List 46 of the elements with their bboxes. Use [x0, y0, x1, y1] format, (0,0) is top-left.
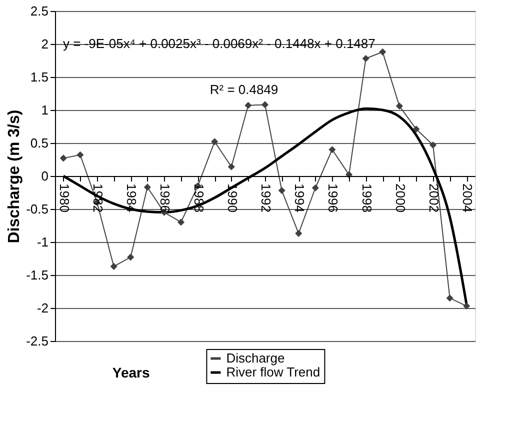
y-tick-label: 2 [41, 36, 48, 52]
y-tick-label: 1.5 [30, 70, 48, 84]
x-tick-label: 1994 [292, 184, 308, 212]
x-tick-label: 2002 [426, 184, 442, 212]
x-tick-label: 2004 [460, 184, 476, 212]
x-tick-label: 2000 [392, 184, 408, 212]
x-axis-title: Years [112, 364, 150, 380]
annotation: R² = 0.4849 [210, 82, 278, 98]
point [446, 294, 454, 302]
point [412, 126, 420, 133]
point [295, 230, 302, 237]
y-tick-label: -2 [36, 300, 48, 316]
point [429, 141, 437, 149]
legend-label: Discharge [226, 350, 285, 366]
y-tick-label: 0 [41, 168, 48, 184]
y-tick-label: 0.5 [30, 136, 48, 150]
y-tick-label: 1 [41, 102, 48, 118]
point [463, 302, 470, 310]
y-axis-title: Discharge (m 3/s) [6, 110, 24, 244]
legend-label: River flow Trend [226, 364, 320, 380]
point [362, 54, 370, 62]
point [328, 146, 336, 154]
point [396, 102, 403, 110]
point [244, 102, 252, 109]
point [312, 184, 319, 192]
point [60, 154, 67, 162]
point [177, 218, 185, 226]
x-tick-label: 1998 [359, 184, 374, 212]
point [211, 138, 218, 146]
y-tick-label: -2.5 [26, 334, 48, 348]
point [278, 186, 286, 194]
x-tick-label: 1992 [258, 184, 274, 212]
point [76, 151, 84, 158]
y-tick-label: -0.5 [26, 202, 48, 216]
y-tick-label: 2.5 [30, 4, 48, 18]
point [144, 184, 151, 191]
point [127, 254, 134, 261]
point [379, 48, 386, 56]
y-tick-label: -1.5 [26, 268, 48, 282]
point [228, 163, 235, 170]
point [261, 101, 269, 108]
x-tick-label: 1996 [326, 184, 341, 212]
x-tick-label: 1980 [56, 184, 72, 212]
x-tick-label: 1986 [158, 184, 173, 212]
point [110, 262, 118, 270]
y-tick-label: -1 [36, 234, 48, 250]
